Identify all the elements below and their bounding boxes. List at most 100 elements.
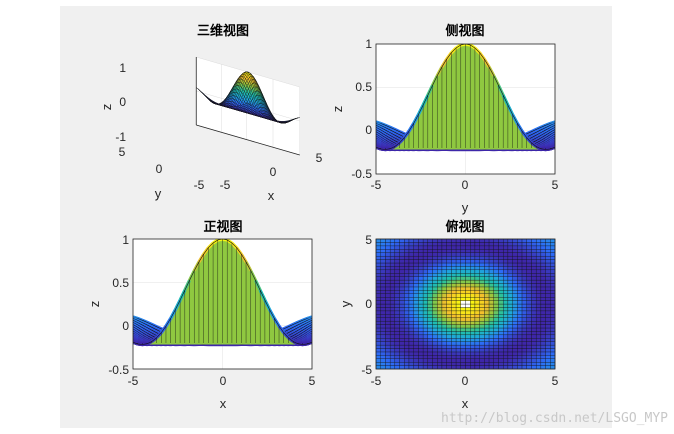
axes-frame	[132, 238, 313, 370]
title-front-view: 正视图	[203, 219, 242, 235]
heatmap-cell	[470, 344, 476, 349]
heatmap-cell	[540, 348, 546, 353]
heatmap-cell	[389, 351, 396, 356]
heatmap-cell	[389, 365, 396, 370]
ytick-label: 0	[365, 123, 372, 137]
xlabel: x	[268, 188, 275, 203]
heatmap-cell	[455, 344, 462, 349]
heatmap-cell	[493, 358, 499, 363]
surface-side	[376, 44, 555, 152]
xtick-label: 5	[552, 178, 559, 192]
heatmap-cell	[413, 355, 419, 359]
heatmap-cell	[535, 358, 542, 363]
heatmap-cell	[484, 348, 490, 353]
heatmap-cell	[385, 365, 391, 370]
heatmap-cell	[422, 361, 429, 366]
heatmap-cell	[512, 348, 518, 353]
heatmap-cell	[521, 351, 527, 356]
heatmap-cell	[455, 361, 462, 366]
heatmap-cell	[484, 361, 490, 366]
heatmap-cell	[418, 351, 424, 356]
heatmap-cell	[399, 361, 405, 366]
xtick-label: -5	[371, 178, 382, 192]
heatmap-cell	[488, 344, 494, 349]
heatmap-cell	[531, 344, 537, 349]
heatmap-cell	[507, 355, 513, 359]
heatmap-cell	[493, 361, 499, 366]
figure-canvas: 三维视图 1 0 -1 5 0 -5 -5 0 5 z y x 侧视图	[87, 23, 559, 411]
heatmap-cell	[441, 351, 447, 356]
heatmap-cell	[451, 344, 457, 349]
heatmap-cell	[526, 361, 532, 366]
heatmap-cell	[451, 361, 457, 366]
heatmap-cell	[484, 344, 490, 349]
heatmap-cell	[545, 361, 551, 366]
heatmap-cell	[441, 358, 447, 363]
heatmap-cell	[465, 365, 471, 370]
heatmap-cell	[451, 355, 457, 359]
heatmap-cell	[408, 355, 414, 359]
heatmap-cell	[455, 348, 462, 353]
heatmap-cell	[517, 365, 523, 370]
heatmap-cell	[474, 355, 480, 359]
heatmap-cell	[493, 348, 499, 353]
heatmap-cell	[432, 358, 438, 363]
heatmap-cell	[422, 355, 429, 359]
heatmap-cell	[474, 365, 480, 370]
heatmap-cell	[394, 355, 400, 359]
grid-line	[246, 71, 300, 88]
ytick-label: -0.5	[108, 363, 129, 377]
ytick-label: 0	[156, 162, 163, 176]
heatmap-cell	[446, 351, 452, 356]
heatmap-cell	[479, 344, 485, 349]
heatmap-cell	[517, 358, 523, 363]
surface-top	[375, 238, 556, 370]
heatmap-cell	[507, 361, 513, 366]
heatmap-cell	[484, 358, 490, 363]
subplot-3d-view: 三维视图 1 0 -1 5 0 -5 -5 0 5 z y x	[99, 23, 323, 203]
xtick-label: -5	[128, 374, 139, 388]
heatmap-cell	[465, 351, 471, 356]
heatmap-cell	[437, 355, 443, 359]
xtick-label: 0	[270, 165, 277, 179]
heatmap-cell	[427, 361, 433, 366]
heatmap-cell	[512, 344, 518, 349]
heatmap-cell	[507, 365, 513, 370]
heatmap-cell	[474, 361, 480, 366]
heatmap-cell	[479, 361, 485, 366]
heatmap-cell	[474, 348, 480, 353]
heatmap-cell	[521, 365, 527, 370]
heatmap-cell	[380, 344, 386, 349]
heatmap-cell	[408, 348, 414, 353]
heatmap-cell	[404, 355, 410, 359]
heatmap-cell	[418, 365, 424, 370]
heatmap-cell	[399, 351, 405, 356]
heatmap-cell	[455, 358, 462, 363]
heatmap-cell	[517, 355, 523, 359]
heatmap-cell	[418, 355, 424, 359]
heatmap-cell	[474, 344, 480, 349]
heatmap-cell	[432, 361, 438, 366]
subplot-top-view: 俯视图 -5 0 5 -5 0 5 x y	[338, 219, 559, 411]
heatmap-cell	[498, 348, 504, 353]
heatmap-cell	[512, 361, 518, 366]
heatmap-cell	[526, 344, 532, 349]
heatmap-cell	[460, 344, 466, 349]
heatmap-cell	[488, 358, 494, 363]
heatmap-cell	[441, 355, 447, 359]
heatmap-cell	[446, 348, 452, 353]
heatmap-cell	[498, 361, 504, 366]
heatmap-cell	[507, 351, 513, 356]
heatmap-cell	[404, 361, 410, 366]
heatmap-cell	[493, 355, 499, 359]
heatmap-cell	[531, 361, 537, 366]
heatmap-cell	[451, 351, 457, 356]
heatmap-cell	[493, 351, 499, 356]
heatmap-cell	[507, 348, 513, 353]
heatmap-cell	[488, 351, 494, 356]
ylabel: z	[330, 106, 345, 113]
heatmap-cell	[550, 348, 556, 353]
heatmap-cell	[455, 351, 462, 356]
heatmap-cell	[432, 365, 438, 370]
zlabel: z	[99, 104, 114, 111]
